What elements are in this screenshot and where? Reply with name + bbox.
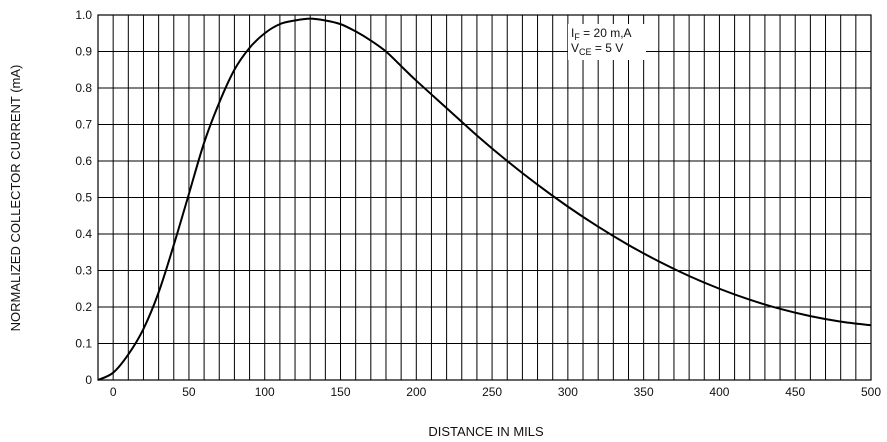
x-tick-label: 0 xyxy=(110,385,117,399)
x-tick-labels: 0 50 100 150 200 250 300 350 400 450 500 xyxy=(110,385,882,399)
x-tick-label: 150 xyxy=(330,385,350,399)
y-tick-labels: 0 0.1 0.2 0.3 0.4 0.5 0.6 0.7 0.8 0.9 1.0 xyxy=(75,8,92,387)
y-tick-label: 0 xyxy=(85,373,92,387)
y-axis-title: NORMALIZED COLLECTOR CURRENT (mA) xyxy=(8,65,23,332)
series-line xyxy=(97,17,872,381)
x-tick-label: 250 xyxy=(482,385,502,399)
x-axis-title: DISTANCE IN MILS xyxy=(428,424,544,439)
x-tick-label: 450 xyxy=(785,385,805,399)
y-tick-label: 0.5 xyxy=(75,191,92,205)
y-tick-label: 0.4 xyxy=(75,227,92,241)
x-tick-label: 350 xyxy=(634,385,654,399)
x-tick-label: 500 xyxy=(861,385,881,399)
x-tick-label: 50 xyxy=(182,385,196,399)
y-tick-label: 0.9 xyxy=(75,45,92,59)
x-tick-label: 300 xyxy=(558,385,578,399)
annotation-text: IF = 20 m,A xyxy=(571,26,632,42)
series-layer xyxy=(97,17,872,381)
y-tick-label: 0.7 xyxy=(75,118,92,132)
x-tick-label: 100 xyxy=(255,385,275,399)
y-tick-label: 0.2 xyxy=(75,300,92,314)
annotation-text: VCE = 5 V xyxy=(571,41,623,57)
y-tick-label: 0.3 xyxy=(75,264,92,278)
x-tick-label: 200 xyxy=(406,385,426,399)
annotation-background xyxy=(568,24,646,60)
x-tick-label: 400 xyxy=(709,385,729,399)
plot-frame xyxy=(97,14,872,381)
y-tick-label: 0.1 xyxy=(75,337,92,351)
y-tick-label: 1.0 xyxy=(75,8,92,22)
y-tick-label: 0.8 xyxy=(75,81,92,95)
y-tick-label: 0.6 xyxy=(75,154,92,168)
grid xyxy=(97,14,872,381)
